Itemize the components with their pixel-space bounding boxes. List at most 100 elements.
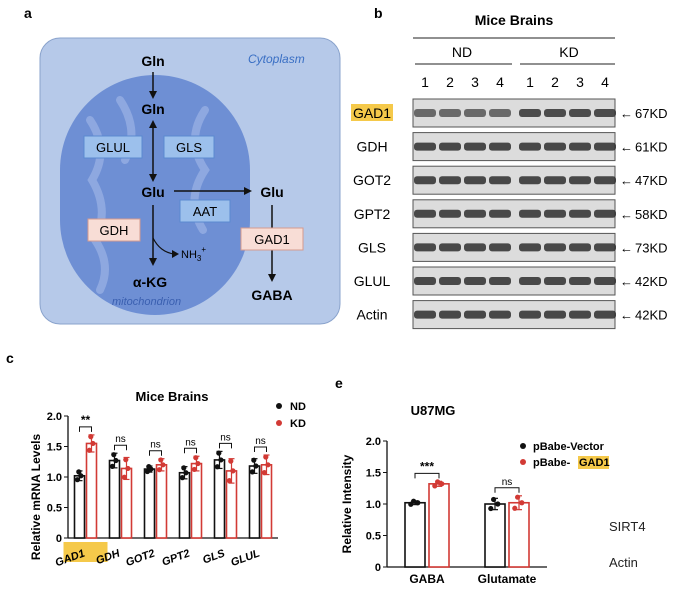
panel-a-diagram: a Cytoplasm mitochondrion Gln Gln GLUL G… (24, 5, 341, 325)
y-tick-label: 0.5 (366, 531, 381, 543)
significance-bracket (149, 450, 162, 456)
protein-band (414, 209, 436, 218)
data-point (261, 470, 267, 476)
legend-highlight (578, 456, 609, 469)
category-label: GLUL (229, 547, 262, 569)
data-point (435, 479, 441, 485)
legend-label-nd: ND (290, 401, 306, 413)
protein-band (489, 142, 511, 151)
legend-label-gad1-suffix: GAD1 (579, 457, 610, 469)
mw-arrow: ← (620, 240, 633, 255)
category-label: GPT2 (160, 548, 191, 569)
protein-label: GAD1 (353, 105, 391, 121)
protein-band (489, 109, 511, 117)
legend-marker-gad1 (520, 459, 526, 465)
significance-label: ns (185, 437, 196, 448)
bar-nd (73, 474, 86, 539)
data-point (488, 505, 494, 512)
protein-band (569, 243, 591, 252)
protein-band (569, 142, 591, 151)
protein-band (414, 243, 436, 252)
protein-band (544, 277, 566, 285)
mitochondrion-compartment (60, 75, 250, 315)
mw-arrow: ← (620, 106, 633, 121)
protein-band (544, 142, 566, 151)
bars: *** GABA ns Glutamate (404, 459, 537, 586)
protein-band (414, 277, 436, 285)
legend-label-kd: KD (290, 418, 306, 430)
axes: 0 0.5 1.0 1.5 2.0 (47, 411, 278, 545)
protein-band (519, 209, 541, 218)
panel-a-letter: a (24, 5, 32, 21)
arrow-head (149, 91, 157, 99)
protein-band (519, 142, 541, 151)
data-point (90, 440, 96, 447)
protein-band (414, 310, 436, 319)
y-tick-label: 2.0 (366, 436, 381, 448)
significance-bracket (494, 487, 520, 493)
protein-band (544, 243, 566, 252)
panel-e-letter: e (335, 375, 343, 391)
molecular-weight-label: 42KD (635, 274, 668, 289)
category-label: GLS (201, 547, 227, 566)
significance-bracket (184, 447, 197, 454)
lane-number: 2 (551, 74, 559, 90)
legend-label-gad1: pBabe- (533, 457, 571, 469)
enzyme-aat: AAT (193, 204, 217, 219)
protein-band (489, 243, 511, 252)
y-tick-label: 2.0 (47, 411, 62, 423)
arrow-head (149, 120, 157, 128)
significance-bracket (114, 444, 127, 451)
lane-number: 4 (601, 74, 609, 90)
protein-band (439, 109, 461, 117)
protein-band (439, 277, 461, 285)
blot-row-got2: GOT2 ← 47KD (353, 165, 668, 195)
y-tick-label: 0 (56, 533, 62, 545)
mw-arrow: ← (620, 274, 633, 289)
protein-band (489, 176, 511, 185)
data-point (181, 465, 187, 471)
significance-label: *** (420, 459, 434, 473)
category-group-gls: ns GLS (201, 432, 238, 567)
significance-label: ** (81, 413, 91, 427)
data-point (411, 498, 417, 504)
data-point (491, 496, 497, 503)
data-point (432, 483, 438, 489)
protein-band (519, 310, 541, 319)
bar-pbabe-gad1 (508, 501, 530, 568)
protein-band (519, 109, 541, 117)
protein-band (594, 142, 616, 151)
protein-band (569, 310, 591, 319)
y-tick-label: 0.5 (47, 503, 62, 515)
protein-band (544, 176, 566, 185)
significance-bracket (414, 472, 440, 479)
arrow-head (244, 187, 252, 195)
protein-band (464, 109, 486, 117)
blot-row-gls: GLS ← 73KD (358, 232, 668, 262)
protein-band (594, 109, 616, 117)
y-tick-label: 1.0 (366, 499, 381, 511)
mitochondrion-label: mitochondrion (112, 296, 181, 308)
data-point (512, 505, 518, 511)
molecular-weight-label: 61KD (635, 140, 668, 155)
metabolite-gln-cytoplasm: Gln (141, 53, 164, 69)
data-point (193, 455, 199, 461)
protein-band (414, 176, 436, 185)
bar-pbabe-vector (484, 503, 506, 568)
data-point (156, 467, 162, 473)
data-point (74, 477, 80, 483)
panel-f-label-actin: Actin (609, 555, 638, 570)
metabolite-gln-mitochondrion: Gln (141, 101, 164, 117)
data-point (78, 473, 84, 479)
protein-band (594, 277, 616, 285)
blot-row-gdh: GDH ← 61KD (356, 132, 668, 162)
data-point (249, 469, 255, 475)
data-point (515, 494, 521, 500)
bar-nd (248, 465, 261, 539)
category-group-glutamate: ns Glutamate (478, 477, 537, 586)
data-point (86, 447, 92, 453)
data-point (218, 457, 224, 463)
protein-band (569, 277, 591, 285)
